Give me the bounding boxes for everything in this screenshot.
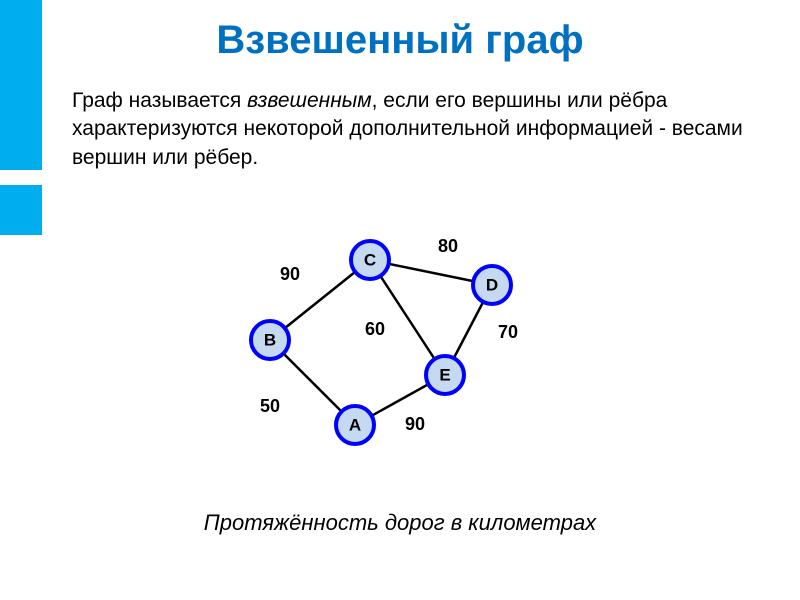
definition-text: Граф называется взвешенным, если его вер…: [72, 87, 744, 172]
accent-sidebar-top: [0, 0, 42, 170]
node-label-E: E: [439, 366, 450, 385]
page-title: Взвешенный граф: [0, 0, 800, 63]
weight-B-C: 90: [280, 264, 300, 284]
node-label-A: A: [349, 416, 361, 435]
weighted-graph: 90 80 60 70 50 90 A B C D E: [230, 230, 570, 460]
caption: Протяжённость дорог в километрах: [0, 510, 800, 536]
node-label-B: B: [264, 331, 276, 350]
weight-B-A: 50: [260, 396, 280, 416]
weight-D-E: 70: [498, 322, 518, 342]
weight-A-E: 90: [405, 414, 425, 434]
definition-prefix: Граф называется: [72, 89, 247, 112]
accent-sidebar-bottom: [0, 185, 42, 235]
weight-C-D: 80: [438, 236, 458, 256]
graph-svg: 90 80 60 70 50 90 A B C D E: [230, 230, 570, 460]
node-label-D: D: [486, 276, 498, 295]
node-label-C: C: [364, 251, 376, 270]
definition-term: взвешенным: [247, 89, 372, 112]
weight-C-E: 60: [365, 319, 385, 339]
